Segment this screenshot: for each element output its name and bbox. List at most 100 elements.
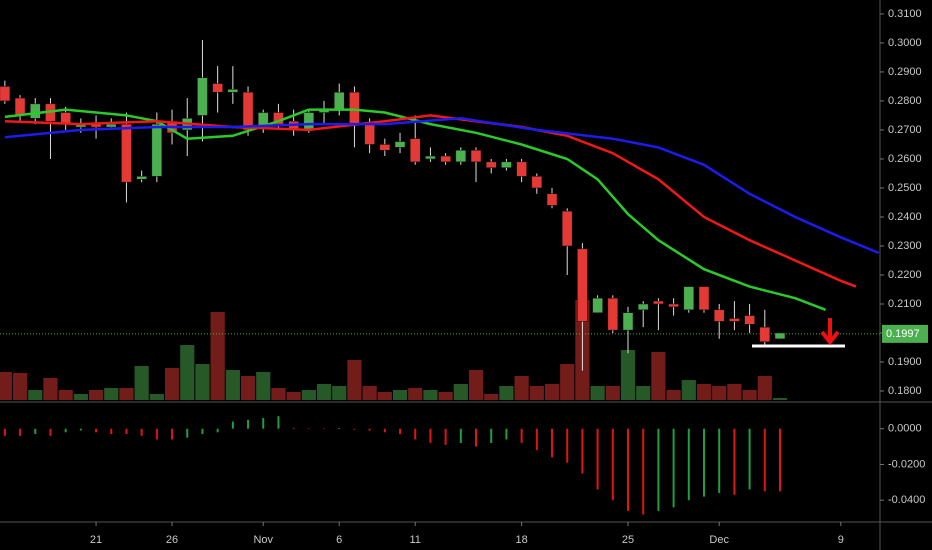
x-tick-label: 21 — [90, 534, 102, 546]
candle-body — [774, 332, 786, 340]
volume-bar — [757, 376, 772, 400]
histogram-bar — [201, 428, 204, 435]
histogram-bar — [475, 428, 478, 447]
y-tick-label: 0.2600 — [888, 153, 922, 165]
candle-body — [470, 150, 482, 163]
candle-body — [683, 286, 695, 311]
volume-bar — [468, 370, 484, 400]
volume-bar — [210, 312, 225, 400]
y-tick-label: 0.2300 — [888, 240, 922, 252]
y-tick-label: -0.0400 — [888, 494, 925, 506]
candle-body — [14, 97, 26, 116]
volume-bar — [0, 372, 12, 400]
volume-bar — [271, 388, 286, 400]
volume-bar — [772, 398, 788, 400]
volume-bar — [28, 390, 43, 400]
candle-body — [0, 86, 11, 102]
histogram-bar — [292, 427, 295, 429]
volume-bar — [73, 394, 88, 400]
volume-bar — [636, 386, 651, 400]
histogram-bar — [444, 428, 447, 445]
y-tick-label: 0.1800 — [888, 385, 922, 397]
candle-body — [561, 210, 573, 247]
histogram-bar — [505, 428, 508, 440]
volume-bar — [149, 394, 164, 400]
y-tick-label: 0.3100 — [888, 8, 922, 20]
volume-bar — [301, 390, 316, 400]
y-tick-label: 0.2200 — [888, 269, 922, 281]
histogram-bar — [79, 428, 82, 431]
histogram-bar — [581, 428, 584, 474]
volume-bar — [256, 372, 271, 400]
histogram-bar — [703, 428, 705, 497]
volume-bar — [408, 388, 423, 400]
histogram-bar — [566, 428, 569, 463]
volume-bar — [742, 390, 757, 400]
volume-bar — [377, 392, 392, 400]
histogram-bar — [34, 428, 37, 435]
volume-bar — [180, 345, 195, 400]
volume-bar — [499, 386, 514, 400]
volume-bar — [332, 386, 347, 400]
volume-bar — [544, 384, 560, 400]
x-tick-label: 18 — [515, 534, 527, 546]
candle-body — [394, 141, 406, 148]
candle-body — [364, 123, 375, 145]
x-tick-label: 26 — [166, 534, 178, 546]
y-tick-label: 0.0000 — [888, 423, 922, 435]
volume-bar — [590, 386, 605, 400]
y-tick-label: 0.2900 — [888, 66, 922, 78]
candle-body — [151, 123, 163, 177]
histogram-bar — [627, 428, 630, 511]
histogram-bar — [490, 428, 493, 444]
candle-body — [136, 176, 147, 180]
candle-body — [425, 155, 436, 160]
volume-bar — [438, 392, 453, 400]
candle-body — [121, 123, 132, 183]
candle-body — [744, 315, 755, 325]
volume-bar — [514, 376, 529, 400]
volume-bar — [58, 390, 73, 400]
y-tick-label: 0.2500 — [888, 182, 922, 194]
histogram-bar — [520, 428, 523, 444]
y-tick-label: 0.2800 — [888, 95, 922, 107]
volume-bar — [651, 352, 666, 400]
y-tick-label: -0.0200 — [888, 458, 925, 470]
candle-body — [622, 312, 634, 331]
candle-body — [607, 297, 619, 331]
candle-body — [409, 138, 421, 163]
volume-bar — [43, 378, 58, 400]
histogram-bar — [171, 428, 174, 440]
candle-body — [485, 161, 497, 168]
histogram-bar — [216, 428, 219, 433]
volume-bar — [362, 386, 377, 400]
volume-bar — [195, 364, 210, 400]
x-tick-label: 6 — [336, 534, 342, 546]
volume-bar — [119, 388, 134, 400]
last-price-box — [882, 324, 928, 343]
histogram-bar — [95, 428, 98, 433]
candle-body — [349, 91, 360, 125]
histogram-bar — [383, 428, 386, 433]
histogram-bar — [125, 428, 128, 435]
histogram-bar — [687, 428, 690, 501]
candle-body — [516, 161, 527, 177]
candle-body — [637, 303, 649, 311]
histogram-bar — [672, 428, 675, 508]
histogram-bar — [611, 428, 614, 501]
histogram-bar — [338, 428, 341, 429]
y-tick-label: 0.2400 — [888, 211, 922, 223]
histogram-bar — [459, 428, 462, 444]
histogram-bar — [186, 428, 189, 438]
histogram-bar — [262, 418, 265, 429]
histogram-bar — [307, 428, 310, 429]
candle-body — [501, 161, 512, 168]
histogram-bar — [596, 428, 599, 490]
plot-layer: 0.3100 0.3000 0.2900 0.2800 0.2700 0.2600 0.25… — [0, 8, 928, 546]
candle-body — [729, 318, 740, 322]
histogram-bar — [110, 428, 113, 435]
y-tick-label: 0.2700 — [888, 124, 922, 136]
candle-body — [212, 83, 223, 93]
